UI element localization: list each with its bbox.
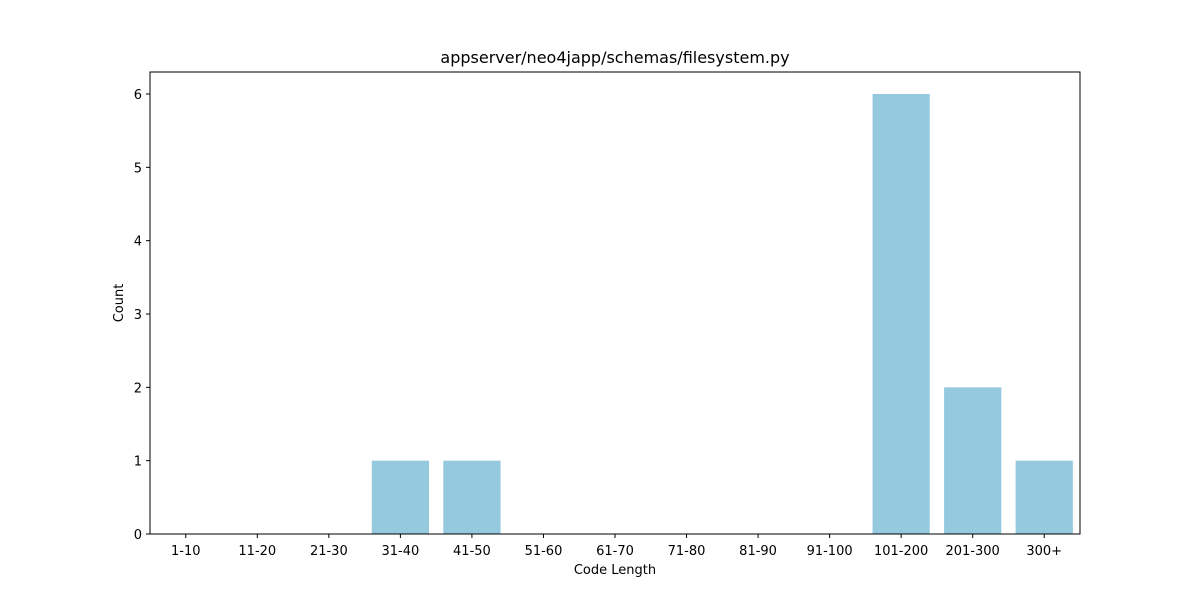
bar-201-300 xyxy=(944,387,1002,534)
y-tick-label: 4 xyxy=(134,235,142,250)
x-tick-label: 41-50 xyxy=(453,544,491,559)
x-tick-label: 11-20 xyxy=(238,544,276,559)
x-tick-label: 300+ xyxy=(1026,544,1062,559)
plot-frame xyxy=(149,71,1081,535)
y-tick-label: 3 xyxy=(134,308,142,323)
bar-101-200 xyxy=(872,94,930,534)
x-tick-label: 81-90 xyxy=(739,544,777,559)
x-tick-label: 71-80 xyxy=(668,544,706,559)
x-axis-ticks: 1-10 11-20 21-30 31-40 41-50 51-60 61-70 71-80 8… xyxy=(171,534,1062,559)
x-tick-label: 101-200 xyxy=(874,544,928,559)
bar-41-50 xyxy=(443,460,501,534)
x-tick-label: 91-100 xyxy=(807,544,853,559)
y-tick-label: 0 xyxy=(134,528,142,543)
y-axis-ticks: 0 1 2 3 4 5 6 xyxy=(134,88,150,543)
y-tick-label: 1 xyxy=(134,455,142,470)
x-tick-label: 51-60 xyxy=(525,544,563,559)
x-tick-label: 21-30 xyxy=(310,544,348,559)
bar-300+ xyxy=(1015,460,1073,534)
y-tick-label: 5 xyxy=(134,161,142,176)
bar-31-40 xyxy=(371,460,429,534)
chart-title: appserver/neo4japp/schemas/filesystem.py xyxy=(440,48,789,67)
y-axis-label: Count xyxy=(112,284,127,323)
y-tick-label: 2 xyxy=(134,381,142,396)
x-axis-label: Code Length xyxy=(574,563,656,578)
x-tick-label: 201-300 xyxy=(946,544,1000,559)
x-tick-label: 61-70 xyxy=(596,544,634,559)
x-tick-label: 1-10 xyxy=(171,544,201,559)
bars-group xyxy=(371,94,1073,534)
x-tick-label: 31-40 xyxy=(381,544,419,559)
y-tick-label: 6 xyxy=(134,88,142,103)
